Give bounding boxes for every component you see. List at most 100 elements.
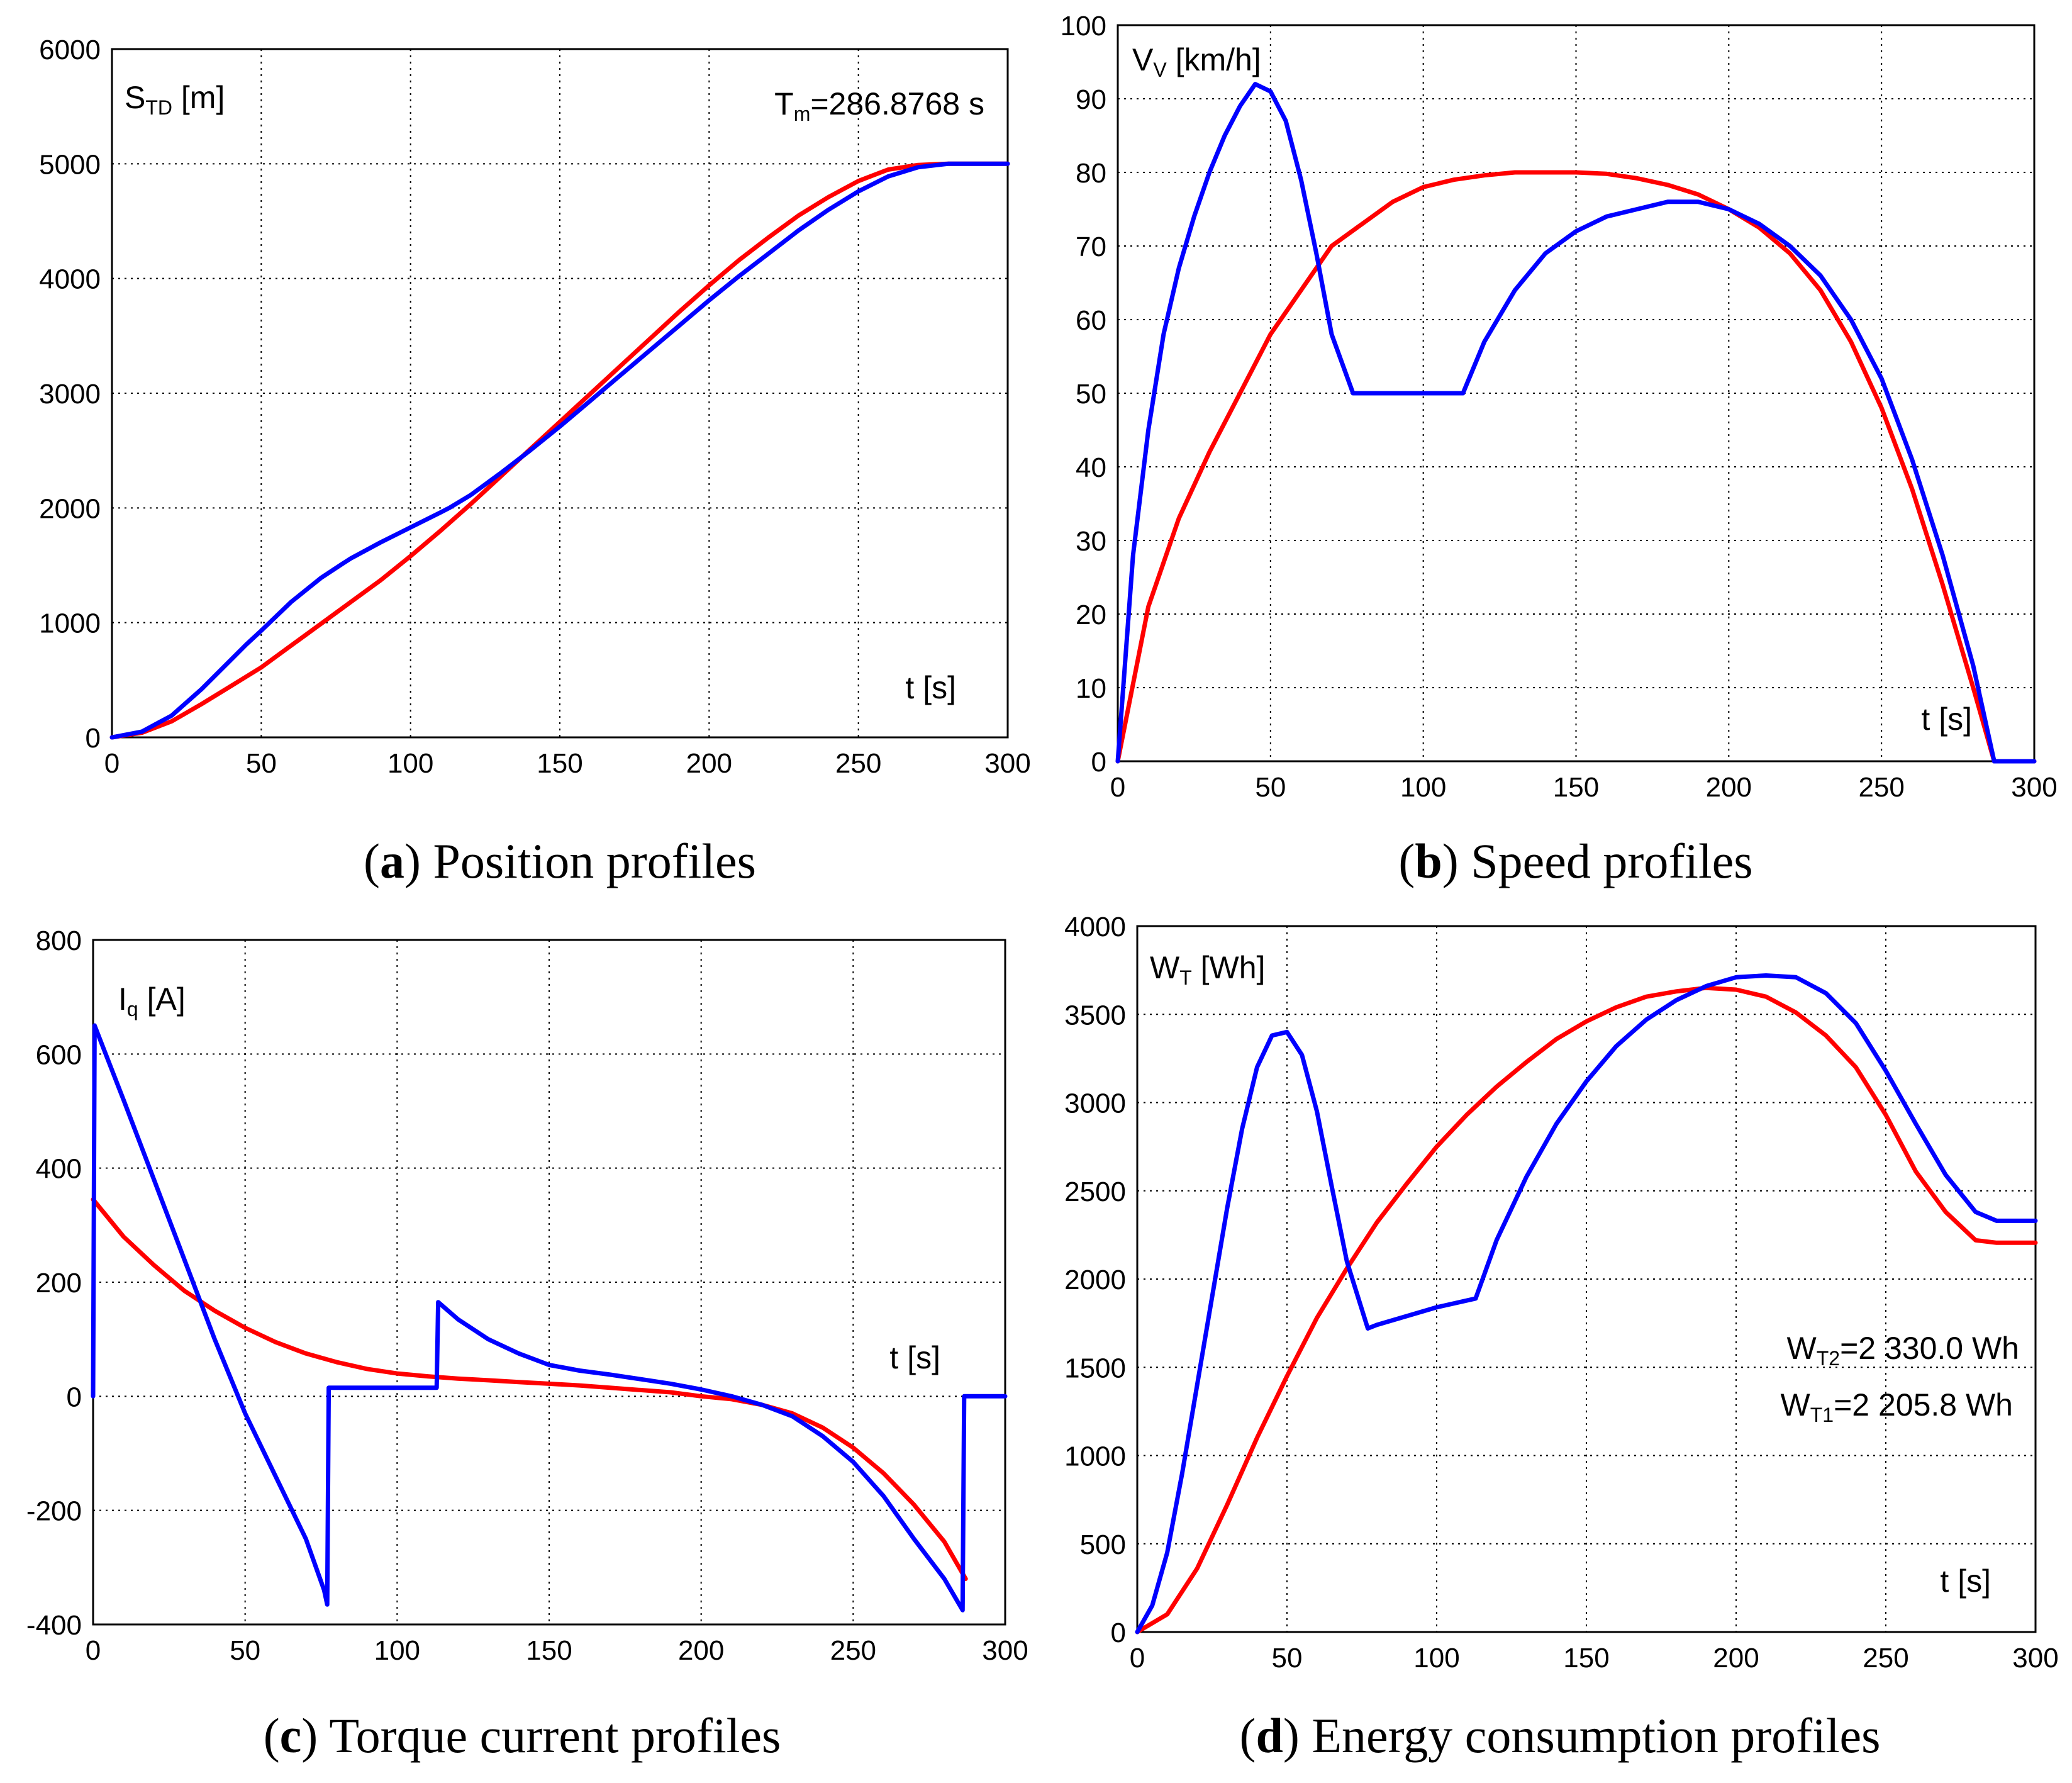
y-tick-label-b-9: 90	[1076, 84, 1106, 115]
caption-b: (b) Speed profiles	[1398, 834, 1752, 888]
y-axis-label-b: VV [km/h]	[1132, 42, 1261, 81]
y-tick-label-b-8: 80	[1076, 158, 1106, 189]
y-tick-label-a-5: 5000	[39, 149, 101, 180]
x-tick-label-d-3: 150	[1563, 1643, 1609, 1674]
annotation-wt2: WT2=2 330.0 Wh	[1787, 1331, 2019, 1370]
y-tick-label-b-5: 50	[1076, 379, 1106, 410]
series-c	[91, 1023, 1008, 1613]
x-tick-label-d-5: 250	[1863, 1643, 1908, 1674]
caption-a: (a) Position profiles	[364, 834, 756, 888]
caption-c: (c) Torque current profiles	[264, 1708, 781, 1763]
y-tick-label-a-1: 1000	[39, 608, 101, 639]
y-tick-label-c-3: 200	[36, 1268, 82, 1299]
grid-a	[112, 49, 1008, 737]
y-tick-label-c-5: 600	[36, 1039, 82, 1070]
x-tick-label-c-4: 200	[678, 1635, 724, 1666]
x-tick-label-a-1: 50	[246, 748, 277, 779]
panel-c: 0 50 100 150 200 250 300-400-2000200400600800 …	[26, 925, 1028, 1763]
y-tick-label-a-6: 6000	[39, 35, 101, 65]
x-tick-label-a-5: 250	[835, 748, 881, 779]
ticks-c: 0 50 100 150 200 250 300 -400 -200 0 200 400 600 800	[26, 925, 1028, 1666]
x-tick-label-b-6: 300	[2011, 772, 2057, 803]
caption-d: (d) Energy consumption profiles	[1240, 1708, 1881, 1763]
panel-a: 0 50 100 150 200 250 3000100020003000400050006…	[39, 35, 1031, 888]
series-line-d-red	[1135, 985, 2038, 1635]
x-tick-label-c-1: 50	[230, 1635, 260, 1666]
series-line-d-blue	[1135, 973, 2038, 1635]
plot-frame-b	[1117, 24, 2036, 763]
y-tick-label-d-0: 0	[1111, 1618, 1126, 1648]
y-tick-label-d-8: 4000	[1064, 912, 1126, 942]
y-tick-label-a-2: 2000	[39, 493, 101, 524]
x-tick-label-d-6: 300	[2012, 1643, 2058, 1674]
annotation-tm: Tm=286.8768 s	[774, 86, 984, 125]
series-line-a-red	[109, 161, 1010, 740]
x-tick-label-b-5: 250	[1858, 772, 1904, 803]
y-tick-label-c-2: 0	[67, 1382, 82, 1412]
y-tick-label-d-3: 1500	[1064, 1353, 1126, 1383]
series-line-b-red	[1115, 170, 2037, 764]
series-d	[1135, 973, 2038, 1635]
y-tick-label-c-1: -200	[26, 1496, 82, 1527]
y-tick-label-c-4: 400	[36, 1154, 82, 1185]
y-tick-label-a-4: 4000	[39, 264, 101, 295]
x-tick-label-a-0: 0	[104, 748, 120, 779]
x-axis-label-c: t [s]	[889, 1340, 940, 1375]
y-tick-label-a-0: 0	[86, 723, 101, 754]
y-tick-label-c-0: -400	[26, 1610, 82, 1641]
y-tick-label-d-4: 2000	[1064, 1265, 1126, 1295]
x-tick-label-d-1: 50	[1272, 1643, 1303, 1674]
ticks-a: 0 50 100 150 200 250 3000100020003000400050006…	[39, 35, 1031, 779]
panel-b: 0 50 100 150 200 250 300 0 10 20 30 40 50 60 70 80 90 100…	[1061, 11, 2058, 888]
y-tick-label-d-1: 500	[1080, 1529, 1126, 1560]
x-tick-label-c-6: 300	[982, 1635, 1028, 1666]
x-axis-label-a: t [s]	[905, 670, 956, 705]
x-tick-label-a-6: 300	[984, 748, 1030, 779]
y-tick-label-d-5: 2500	[1064, 1177, 1126, 1207]
x-tick-label-b-2: 100	[1400, 772, 1446, 803]
y-tick-label-a-3: 3000	[39, 379, 101, 410]
y-axis-label-a: STD [m]	[125, 80, 225, 119]
x-tick-label-c-5: 250	[830, 1635, 876, 1666]
y-axis-label-d: WT [Wh]	[1150, 950, 1265, 989]
grid-d	[1137, 926, 2036, 1632]
series-a	[109, 161, 1010, 740]
y-tick-label-b-2: 20	[1076, 600, 1106, 630]
series-line-c-red	[91, 1197, 968, 1581]
y-tick-label-b-10: 100	[1061, 11, 1106, 42]
y-tick-label-b-6: 60	[1076, 305, 1106, 336]
grid-c	[93, 940, 1005, 1624]
x-tick-label-d-4: 200	[1713, 1643, 1759, 1674]
y-tick-label-c-6: 800	[36, 925, 82, 956]
series-line-b-blue	[1115, 82, 2037, 764]
x-tick-label-b-1: 50	[1255, 772, 1286, 803]
grid-b	[1118, 25, 2034, 761]
series-b	[1115, 82, 2037, 764]
x-tick-label-c-0: 0	[86, 1635, 101, 1666]
y-tick-label-d-7: 3500	[1064, 1000, 1126, 1031]
y-tick-label-b-0: 0	[1091, 747, 1106, 778]
x-tick-label-a-2: 100	[387, 748, 433, 779]
x-tick-label-d-2: 100	[1413, 1643, 1459, 1674]
x-tick-label-d-0: 0	[1130, 1643, 1145, 1674]
series-line-c-blue	[91, 1023, 1008, 1613]
x-tick-label-b-3: 150	[1553, 772, 1599, 803]
y-tick-label-b-1: 10	[1076, 673, 1106, 704]
panel-d: 0 50 100 150 200 250 3000500100015002000250030…	[1064, 912, 2059, 1763]
x-tick-label-c-2: 100	[374, 1635, 420, 1666]
y-tick-label-d-6: 3000	[1064, 1088, 1126, 1119]
x-tick-label-c-3: 150	[526, 1635, 572, 1666]
y-tick-label-b-3: 30	[1076, 526, 1106, 557]
x-axis-label-b: t [s]	[1921, 701, 1972, 737]
y-axis-label-c: Iq [A]	[118, 981, 186, 1020]
series-line-a-blue	[109, 161, 1010, 740]
y-tick-label-d-2: 1000	[1064, 1441, 1126, 1472]
x-tick-label-b-4: 200	[1706, 772, 1752, 803]
ticks-b: 0 50 100 150 200 250 300 0 10 20 30 40 50 60 70 80 90 100	[1061, 11, 2058, 803]
x-tick-label-a-3: 150	[537, 748, 582, 779]
x-axis-label-d: t [s]	[1940, 1563, 1991, 1599]
y-tick-label-b-7: 70	[1076, 232, 1106, 262]
y-tick-label-b-4: 40	[1076, 452, 1106, 483]
ticks-d: 0 50 100 150 200 250 3000500100015002000250030…	[1064, 912, 2059, 1674]
